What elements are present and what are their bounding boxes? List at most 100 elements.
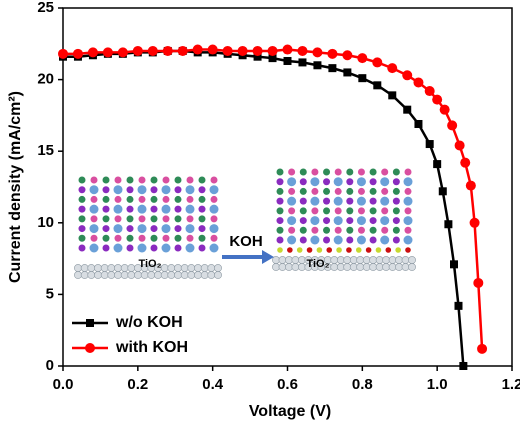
lattice-atom bbox=[323, 168, 331, 176]
substrate-atom bbox=[120, 271, 129, 279]
lattice-atom bbox=[404, 187, 412, 195]
lattice-atom bbox=[369, 207, 377, 215]
lattice-atom bbox=[126, 225, 134, 233]
substrate-atom bbox=[272, 256, 280, 264]
marker bbox=[343, 68, 352, 77]
lattice-atom bbox=[299, 168, 307, 176]
substrate-atom bbox=[114, 264, 122, 272]
marker bbox=[433, 160, 442, 169]
lattice-atom bbox=[392, 226, 400, 234]
lattice-atom bbox=[198, 205, 206, 213]
substrate-atom bbox=[408, 263, 416, 271]
x-tick-label: 0.6 bbox=[277, 376, 298, 393]
annotation: KOH bbox=[229, 233, 262, 250]
lattice-atom bbox=[404, 168, 412, 176]
lattice-atom bbox=[89, 185, 99, 195]
substrate-atom bbox=[140, 271, 149, 279]
marker bbox=[177, 45, 188, 56]
lattice-atom bbox=[323, 236, 331, 244]
x-tick-label: 0.0 bbox=[53, 376, 74, 393]
substrate-atom bbox=[395, 263, 403, 271]
lattice-atom bbox=[174, 176, 182, 184]
y-axis-label: Current density (mA/cm²) bbox=[7, 91, 24, 283]
lattice-atom bbox=[357, 207, 365, 215]
lattice-atom bbox=[78, 234, 86, 242]
substrate-atom bbox=[272, 263, 280, 271]
lattice-atom bbox=[113, 204, 123, 214]
lattice-atom bbox=[357, 226, 365, 234]
lattice-atom bbox=[323, 217, 331, 225]
lattice-atom bbox=[356, 177, 366, 187]
lattice-atom bbox=[287, 235, 297, 245]
substrate-atom bbox=[362, 263, 371, 271]
lattice-atom bbox=[369, 168, 377, 176]
marker bbox=[72, 48, 83, 59]
substrate-atom bbox=[343, 263, 352, 271]
marker bbox=[477, 343, 488, 354]
lattice-atom bbox=[356, 196, 366, 206]
substrate-atom bbox=[298, 263, 306, 271]
substrate-atom bbox=[401, 256, 410, 264]
lattice-atom bbox=[276, 236, 284, 244]
marker bbox=[283, 56, 292, 65]
lattice-atom bbox=[210, 176, 218, 184]
substrate-atom bbox=[298, 256, 306, 264]
y-tick-label: 0 bbox=[46, 357, 54, 374]
lattice-atom bbox=[276, 168, 284, 176]
lattice-atom bbox=[210, 234, 218, 242]
substrate-atom bbox=[362, 256, 371, 264]
marker bbox=[132, 45, 143, 56]
marker bbox=[297, 45, 308, 56]
lattice-atom bbox=[369, 178, 377, 186]
substrate-atom bbox=[207, 264, 216, 272]
substrate-atom bbox=[194, 271, 202, 279]
lattice-atom bbox=[90, 215, 98, 223]
marker bbox=[413, 77, 424, 88]
lattice-atom bbox=[299, 217, 307, 225]
lattice-atom bbox=[186, 195, 194, 203]
lattice-atom bbox=[365, 247, 372, 253]
lattice-atom bbox=[299, 226, 307, 234]
lattice-atom bbox=[310, 196, 320, 206]
marker bbox=[147, 45, 158, 56]
lattice-atom bbox=[150, 195, 158, 203]
lattice-atom bbox=[276, 178, 284, 186]
lattice-atom bbox=[369, 187, 377, 195]
lattice-atom bbox=[310, 235, 320, 245]
lattice-atom bbox=[306, 247, 313, 253]
lattice-atom bbox=[89, 243, 99, 253]
marker bbox=[87, 47, 98, 58]
substrate-atom bbox=[187, 264, 196, 272]
substrate-atom bbox=[160, 264, 169, 272]
marker bbox=[450, 260, 459, 269]
lattice-atom bbox=[89, 204, 99, 214]
substrate-atom bbox=[395, 256, 403, 264]
substrate-atom bbox=[356, 263, 365, 271]
marker bbox=[425, 140, 434, 149]
lattice-atom bbox=[334, 168, 342, 176]
substrate-atom bbox=[87, 264, 96, 272]
lattice-atom bbox=[323, 207, 331, 215]
lattice-atom bbox=[299, 178, 307, 186]
lattice-atom bbox=[276, 207, 284, 215]
lattice-atom bbox=[150, 205, 158, 213]
legend-label: with KOH bbox=[115, 339, 188, 356]
substrate-atom bbox=[408, 256, 416, 264]
substrate-atom bbox=[134, 271, 142, 279]
substrate-atom bbox=[80, 271, 89, 279]
lattice-atom bbox=[90, 195, 98, 203]
marker bbox=[432, 94, 443, 105]
lattice-atom bbox=[186, 176, 194, 184]
lattice-atom bbox=[113, 185, 123, 195]
y-tick-label: 20 bbox=[37, 71, 54, 88]
lattice-atom bbox=[137, 185, 147, 195]
lattice-atom bbox=[333, 216, 343, 226]
substrate-atom bbox=[74, 264, 82, 272]
lattice-atom bbox=[287, 196, 297, 206]
lattice-atom bbox=[210, 195, 218, 203]
lattice-atom bbox=[346, 207, 354, 215]
substrate-atom bbox=[94, 271, 102, 279]
lattice-atom bbox=[369, 197, 377, 205]
lattice-atom bbox=[323, 178, 331, 186]
lattice-atom bbox=[209, 185, 219, 195]
